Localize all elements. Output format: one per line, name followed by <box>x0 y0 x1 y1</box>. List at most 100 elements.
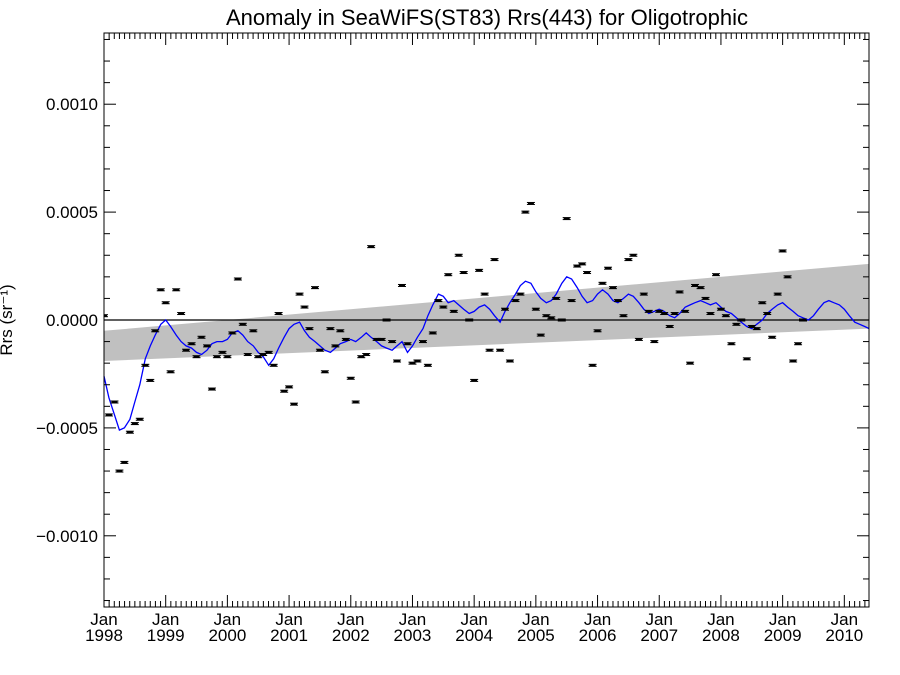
anomaly-point <box>670 312 679 316</box>
point-marker <box>502 308 509 311</box>
point-marker <box>121 461 128 464</box>
anomaly-point <box>192 355 201 359</box>
anomaly-point <box>521 210 530 214</box>
point-marker <box>306 327 313 330</box>
anomaly-point <box>727 342 736 346</box>
anomaly-point <box>130 422 139 426</box>
point-marker <box>404 342 411 345</box>
anomaly-point <box>285 385 294 389</box>
x-tick-year: 1999 <box>147 626 185 645</box>
point-marker <box>173 288 180 291</box>
point-marker <box>609 286 616 289</box>
point-marker <box>568 299 575 302</box>
point-marker <box>394 360 401 362</box>
point-marker <box>250 329 257 332</box>
point-marker <box>178 312 185 315</box>
anomaly-point <box>418 340 427 344</box>
anomaly-point <box>480 292 489 296</box>
point-marker <box>265 351 272 354</box>
x-tick-year: 2003 <box>394 626 432 645</box>
anomaly-point <box>547 316 556 320</box>
anomaly-point <box>393 359 402 363</box>
anomaly-point <box>362 353 371 357</box>
point-marker <box>321 370 328 373</box>
point-marker <box>398 284 405 287</box>
anomaly-point <box>351 400 360 404</box>
point-marker <box>368 245 375 248</box>
point-marker <box>517 293 524 296</box>
anomaly-point <box>187 342 196 346</box>
point-marker <box>769 336 776 339</box>
point-marker <box>651 340 658 343</box>
anomaly-point <box>177 312 186 316</box>
anomaly-point <box>135 417 144 421</box>
point-marker <box>126 431 133 434</box>
anomaly-point <box>475 268 484 272</box>
anomaly-point <box>557 318 566 322</box>
anomaly-point <box>593 329 602 333</box>
point-marker <box>219 351 226 354</box>
point-marker <box>645 310 652 313</box>
anomaly-point <box>721 314 730 318</box>
point-marker <box>435 299 442 302</box>
point-marker <box>733 323 740 326</box>
anomaly-point <box>758 301 767 305</box>
anomaly-point <box>326 327 335 331</box>
point-marker <box>563 217 570 220</box>
x-tick-month: Jan <box>214 610 241 629</box>
x-tick-month: Jan <box>152 610 179 629</box>
point-marker <box>512 299 519 302</box>
point-marker <box>697 286 704 289</box>
anomaly-point <box>104 413 113 417</box>
anomaly-point <box>716 307 725 311</box>
x-tick-month: Jan <box>399 610 426 629</box>
anomaly-point <box>789 359 798 363</box>
x-tick-month: Jan <box>460 610 487 629</box>
point-marker <box>239 323 246 326</box>
anomaly-point <box>238 322 247 326</box>
anomaly-point <box>562 217 571 221</box>
x-tick-month: Jan <box>769 610 796 629</box>
point-marker <box>244 353 251 356</box>
anomaly-point <box>578 262 587 266</box>
point-marker <box>661 312 668 315</box>
point-marker <box>275 312 282 315</box>
point-marker <box>352 401 359 403</box>
point-marker <box>301 306 308 309</box>
anomaly-point <box>644 309 653 313</box>
anomaly-point <box>300 305 309 309</box>
point-marker <box>522 211 529 214</box>
point-marker <box>327 327 334 330</box>
anomaly-point <box>501 307 510 311</box>
anomaly-point <box>212 355 221 359</box>
anomaly-point <box>608 286 617 290</box>
point-marker <box>419 340 426 343</box>
point-marker <box>481 293 488 296</box>
point-marker <box>234 278 241 280</box>
point-marker <box>383 319 390 321</box>
point-marker <box>774 293 781 296</box>
point-marker <box>589 364 596 367</box>
point-marker <box>799 319 806 321</box>
anomaly-point <box>634 337 643 341</box>
anomaly-point <box>798 318 807 322</box>
anomaly-point <box>675 290 684 294</box>
anomaly-point <box>120 460 129 464</box>
anomaly-point <box>526 201 535 205</box>
point-marker <box>527 202 534 205</box>
anomaly-point <box>567 299 576 303</box>
point-marker <box>471 379 478 382</box>
anomaly-point <box>315 348 324 352</box>
point-marker <box>532 308 539 311</box>
anomaly-point <box>485 348 494 352</box>
point-marker <box>759 301 766 304</box>
point-marker <box>358 355 365 358</box>
point-marker <box>193 355 200 358</box>
point-marker <box>640 293 647 296</box>
point-marker <box>537 334 544 337</box>
anomaly-point <box>151 329 160 333</box>
point-marker <box>424 364 431 367</box>
x-tick-year: 1998 <box>85 626 123 645</box>
anomaly-point <box>665 324 674 328</box>
point-marker <box>676 290 683 293</box>
